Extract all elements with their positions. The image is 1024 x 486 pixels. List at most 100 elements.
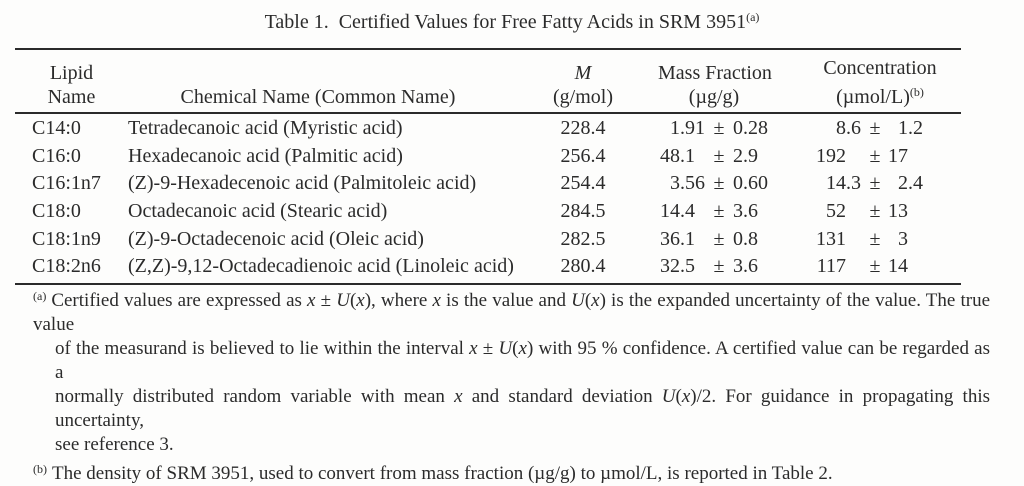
mass-fraction-value: 1.91 — [670, 117, 705, 140]
plus-minus-sign: ± — [869, 200, 881, 223]
lipid-name-cell: C14:0 — [32, 117, 81, 140]
mass-fraction-value: 3.56 — [670, 172, 705, 195]
certified-values-table: Lipid Name Chemical Name (Common Name) M… — [15, 48, 961, 285]
concentration-value: 117 — [816, 255, 846, 278]
mass-fraction-uncertainty: 3.6 — [733, 255, 758, 278]
footnote-marker-a-ref: (a) — [746, 10, 760, 24]
mass-fraction-cell: 32.5 ±3.6 — [658, 255, 770, 278]
concentration-uncertainty: 1.2 — [898, 117, 923, 140]
footnote-b-marker: (b) — [33, 462, 47, 476]
concentration-cell: 8.6 ±1.2 — [770, 117, 946, 140]
footnote-b-text: The density of SRM 3951, used to convert… — [52, 463, 833, 484]
concentration-uncertainty: 3 — [898, 227, 908, 250]
plus-minus-sign: ± — [713, 200, 725, 223]
mass-fraction-cell: 1.91 ±0.28 — [658, 117, 770, 140]
header-m-symbol: M — [574, 62, 592, 84]
header-concentration-unit-line: (µmol/L)(b) — [814, 80, 946, 109]
concentration-cell: 52 ±13 — [770, 200, 946, 223]
table-body: C14:0 Tetradecanoic acid (Myristic acid)… — [15, 114, 961, 283]
header-molar-mass: M (g/mol) — [508, 61, 658, 109]
footnote-a-marker: (a) — [33, 289, 47, 303]
lipid-name-cell: C16:0 — [32, 144, 81, 167]
header-m-unit: (g/mol) — [553, 86, 613, 108]
table-title: Table 1. Certified Values for Free Fatty… — [0, 10, 1024, 34]
mass-fraction-cell: 36.1 ±0.8 — [658, 228, 770, 251]
table-row: C18:2n6 (Z,Z)-9,12-Octadecadienoic acid … — [15, 253, 961, 281]
footnote-marker-b-ref: (b) — [909, 85, 924, 99]
table-title-text: Table 1. Certified Values for Free Fatty… — [264, 11, 747, 33]
table-row: C18:0 Octadecanoic acid (Stearic acid) 2… — [15, 198, 961, 226]
chemical-name-cell: (Z)-9-Hexadecenoic acid (Palmitoleic aci… — [128, 172, 477, 195]
footnotes: (a) Certified values are expressed as x ±… — [33, 284, 990, 486]
plus-minus-sign: ± — [713, 172, 725, 195]
molar-mass-cell: 284.5 — [560, 200, 606, 223]
concentration-cell: 117 ±14 — [770, 255, 946, 278]
footnote-a-line4: see reference 3. — [33, 433, 990, 457]
molar-mass-cell: 280.4 — [560, 255, 606, 278]
table-header-row: Lipid Name Chemical Name (Common Name) M… — [15, 50, 961, 114]
header-chemical-name: Chemical Name (Common Name) — [128, 85, 508, 109]
mass-fraction-cell: 14.4 ±3.6 — [658, 200, 770, 223]
chemical-name-cell: Tetradecanoic acid (Myristic acid) — [128, 117, 403, 140]
mass-fraction-value: 48.1 — [660, 144, 695, 167]
footnote-a-text2: of the measurand is believed to lie with… — [55, 338, 990, 383]
concentration-cell: 192 ±17 — [770, 145, 946, 168]
chemical-name-cell: Hexadecanoic acid (Palmitic acid) — [128, 144, 403, 167]
mass-fraction-value: 32.5 — [660, 255, 695, 278]
header-chemical-label: Chemical Name (Common Name) — [180, 86, 456, 108]
concentration-cell: 131 ±3 — [770, 228, 946, 251]
molar-mass-cell: 228.4 — [560, 117, 606, 140]
mass-fraction-uncertainty: 3.6 — [733, 200, 758, 223]
header-concentration-unit: (µmol/L) — [836, 86, 910, 108]
lipid-name-cell: C18:0 — [32, 200, 81, 223]
concentration-uncertainty: 13 — [888, 200, 908, 223]
mass-fraction-uncertainty: 0.28 — [733, 117, 768, 140]
header-mass-fraction-label: Mass Fraction — [658, 62, 772, 84]
plus-minus-sign: ± — [713, 255, 725, 278]
plus-minus-sign: ± — [713, 117, 725, 140]
header-mass-fraction: Mass Fraction (µg/g) — [658, 61, 772, 109]
concentration-value: 14.3 — [826, 172, 861, 195]
concentration-value: 131 — [816, 227, 846, 250]
concentration-value: 52 — [826, 200, 846, 223]
footnote-a-line2: of the measurand is believed to lie with… — [33, 337, 990, 385]
molar-mass-cell: 256.4 — [560, 144, 606, 167]
concentration-uncertainty: 14 — [888, 255, 908, 278]
header-lipid-name: Lipid Name — [15, 61, 128, 109]
table-row: C18:1n9 (Z)-9-Octadecenoic acid (Oleic a… — [15, 225, 961, 253]
plus-minus-sign: ± — [869, 144, 881, 167]
header-concentration: Concentration (µmol/L)(b) — [770, 56, 946, 109]
footnote-a-line1: (a) Certified values are expressed as x ±… — [33, 284, 990, 337]
concentration-uncertainty: 17 — [888, 144, 908, 167]
table-row: C14:0 Tetradecanoic acid (Myristic acid)… — [15, 115, 961, 143]
mass-fraction-cell: 48.1 ±2.9 — [658, 145, 770, 168]
footnote-a-text4: see reference 3. — [55, 434, 174, 455]
plus-minus-sign: ± — [869, 227, 881, 250]
header-mass-fraction-unit: (µg/g) — [688, 86, 740, 108]
molar-mass-cell: 282.5 — [560, 227, 606, 250]
lipid-name-cell: C18:2n6 — [32, 255, 101, 278]
plus-minus-sign: ± — [713, 144, 725, 167]
plus-minus-sign: ± — [713, 227, 725, 250]
chemical-name-cell: (Z)-9-Octadecenoic acid (Oleic acid) — [128, 227, 424, 250]
table-row: C16:0 Hexadecanoic acid (Palmitic acid) … — [15, 143, 961, 171]
plus-minus-sign: ± — [869, 172, 881, 195]
concentration-uncertainty: 2.4 — [898, 172, 923, 195]
footnote-a-line3: normally distributed random variable wit… — [33, 385, 990, 433]
lipid-name-cell: C18:1n9 — [32, 227, 101, 250]
header-concentration-label: Concentration — [823, 57, 937, 79]
concentration-value: 192 — [816, 144, 846, 167]
lipid-name-cell: C16:1n7 — [32, 172, 101, 195]
mass-fraction-cell: 3.56 ±0.60 — [658, 172, 770, 195]
concentration-value: 8.6 — [836, 117, 861, 140]
mass-fraction-uncertainty: 2.9 — [733, 144, 758, 167]
plus-minus-sign: ± — [869, 117, 881, 140]
mass-fraction-value: 36.1 — [660, 227, 695, 250]
table-row: C16:1n7 (Z)-9-Hexadecenoic acid (Palmito… — [15, 170, 961, 198]
molar-mass-cell: 254.4 — [560, 172, 606, 195]
plus-minus-sign: ± — [869, 255, 881, 278]
mass-fraction-uncertainty: 0.8 — [733, 227, 758, 250]
mass-fraction-uncertainty: 0.60 — [733, 172, 768, 195]
chemical-name-cell: (Z,Z)-9,12-Octadecadienoic acid (Linolei… — [128, 255, 514, 278]
concentration-cell: 14.3 ±2.4 — [770, 172, 946, 195]
